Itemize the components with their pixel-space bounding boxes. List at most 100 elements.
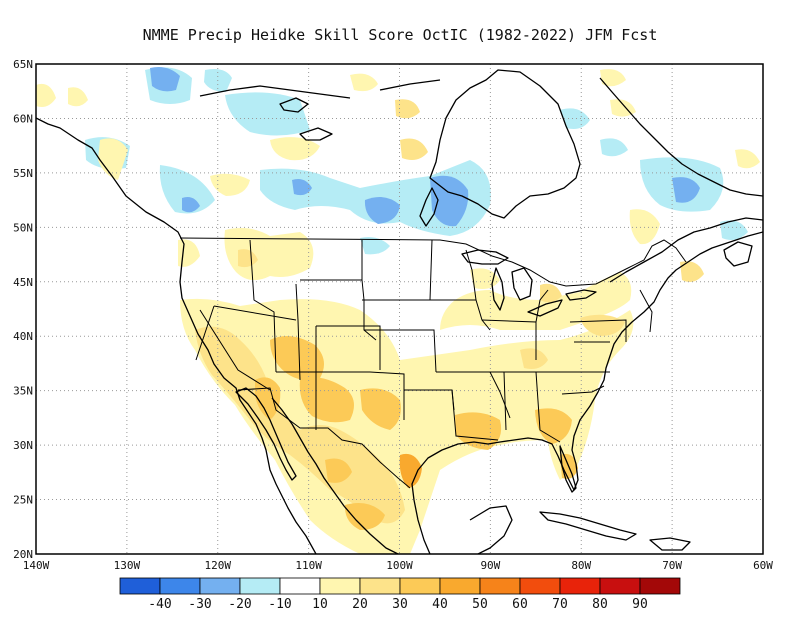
negative-skill-area <box>560 108 590 129</box>
colorbar: -40 -30 -20 -10 10 20 30 40 50 60 70 80 90 <box>119 577 681 612</box>
arctic-coast <box>199 85 351 99</box>
state-line <box>213 305 297 321</box>
positive-skill-area <box>535 408 572 444</box>
hudson-bay <box>429 69 581 219</box>
negative-skill-area <box>364 196 400 224</box>
colorbar-swatch <box>559 577 601 595</box>
plot-frame <box>35 63 764 555</box>
positive-skill-area <box>520 348 548 369</box>
gulf-coastline <box>411 231 763 554</box>
lake-winnipeg <box>419 187 439 227</box>
colorbar-label: -20 <box>228 597 251 612</box>
positive-skill-area <box>224 228 314 281</box>
state-line <box>569 319 627 342</box>
state-line <box>364 329 437 373</box>
negative-skill-area <box>360 237 390 255</box>
lat-tick-label: 55N <box>13 167 33 180</box>
latitude-labels: 65N 60N 55N 50N 45N 40N 35N 30N 25N 20N <box>13 58 33 561</box>
colorbar-label: 30 <box>392 597 408 612</box>
negative-skill-area <box>430 175 469 227</box>
lon-tick-label: 80W <box>571 559 591 572</box>
colorbar-swatch <box>439 577 481 595</box>
negative-skill-area <box>720 220 748 240</box>
lat-tick-label: 25N <box>13 494 33 507</box>
colorbar-swatch <box>399 577 441 595</box>
lon-tick-label: 110W <box>295 559 322 572</box>
lon-tick-label: 70W <box>662 559 682 572</box>
positive-skill-area <box>210 173 250 196</box>
lon-tick-label: 120W <box>205 559 232 572</box>
state-line <box>199 309 271 391</box>
colorbar-label: -40 <box>148 597 171 612</box>
positive-skill-area <box>399 453 422 488</box>
positive-skill-area <box>299 377 354 423</box>
lat-tick-label: 45N <box>13 276 33 289</box>
great-bear-lake <box>279 97 309 113</box>
state-line <box>535 371 561 443</box>
positive-skill-area <box>325 458 352 483</box>
lon-tick-label: 90W <box>480 559 500 572</box>
negative-skill-area <box>225 92 310 136</box>
state-line <box>361 279 377 341</box>
colorbar-swatch <box>359 577 401 595</box>
negative-skill-area <box>292 179 312 196</box>
political-borders <box>179 237 687 489</box>
negative-skill-area <box>150 67 180 92</box>
state-line <box>430 299 491 331</box>
lon-tick-label: 60W <box>753 559 773 572</box>
state-line <box>639 289 653 333</box>
positive-skill-area <box>344 502 385 530</box>
lon-tick-label: 100W <box>386 559 413 572</box>
colorbar-swatch <box>599 577 641 595</box>
positive-skill-area <box>440 272 632 330</box>
coastlines-and-borders <box>36 69 763 554</box>
state-line <box>465 249 477 301</box>
colorbar-swatch <box>159 577 201 595</box>
lat-tick-label: 60N <box>13 112 33 125</box>
positive-skill-area <box>350 73 378 92</box>
state-line <box>249 239 277 373</box>
state-line <box>451 389 499 441</box>
colorbar-swatch <box>479 577 521 595</box>
lat-tick-label: 30N <box>13 439 33 452</box>
graticule <box>36 64 763 554</box>
newfoundland <box>723 241 753 267</box>
lat-tick-label: 35N <box>13 385 33 398</box>
colorbar-swatch <box>239 577 281 595</box>
colorbar-swatch <box>279 577 321 595</box>
state-line <box>295 283 301 381</box>
colorbar-swatch <box>639 577 681 595</box>
colorbar-label: 80 <box>592 597 608 612</box>
state-line <box>561 385 605 395</box>
negative-skill-area <box>600 138 628 157</box>
positive-skill-area <box>680 261 704 282</box>
colorbar-label: 90 <box>632 597 648 612</box>
positive-skill-area <box>238 249 258 268</box>
state-line <box>535 289 549 323</box>
great-slave-lake <box>299 127 333 141</box>
yucatan <box>469 505 513 554</box>
colorbar-swatch <box>199 577 241 595</box>
state-line <box>195 305 215 361</box>
colorbar-label: 10 <box>312 597 328 612</box>
positive-skill-area <box>600 69 626 87</box>
colorbar-label: 50 <box>472 597 488 612</box>
lat-tick-label: 40N <box>13 330 33 343</box>
colorbar-label: -10 <box>268 597 291 612</box>
positive-skill-area <box>255 377 281 420</box>
lake-huron <box>511 267 533 301</box>
positive-skill-area <box>395 99 420 119</box>
state-line <box>316 325 381 370</box>
us-canada-border <box>179 237 687 287</box>
mexico-west-coast <box>271 397 399 554</box>
colorbar-label: 60 <box>512 597 528 612</box>
lon-tick-label: 140W <box>23 559 50 572</box>
lat-tick-label: 65N <box>13 58 33 71</box>
positive-skill-area <box>610 99 636 117</box>
lake-erie <box>527 299 563 317</box>
baja-california <box>235 387 297 481</box>
state-line <box>503 371 507 431</box>
negative-skill-area <box>182 197 200 213</box>
negative-skill-area <box>159 165 215 214</box>
